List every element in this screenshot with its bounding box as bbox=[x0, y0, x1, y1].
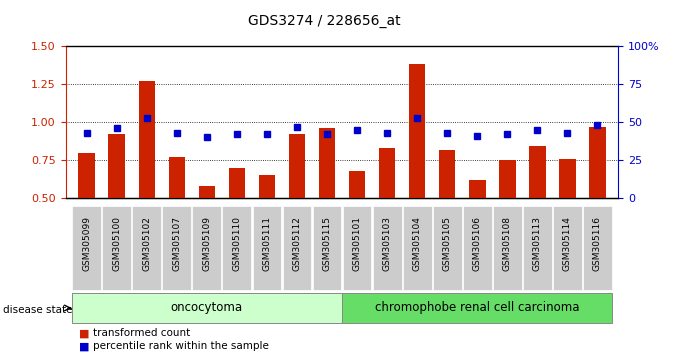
FancyBboxPatch shape bbox=[73, 206, 101, 290]
FancyBboxPatch shape bbox=[223, 206, 252, 290]
Text: oncocytoma: oncocytoma bbox=[171, 302, 243, 314]
FancyBboxPatch shape bbox=[72, 293, 342, 322]
Text: GSM305105: GSM305105 bbox=[443, 216, 452, 271]
Text: GSM305101: GSM305101 bbox=[352, 216, 361, 271]
FancyBboxPatch shape bbox=[433, 206, 462, 290]
Text: GSM305116: GSM305116 bbox=[593, 216, 602, 271]
FancyBboxPatch shape bbox=[102, 206, 131, 290]
FancyBboxPatch shape bbox=[252, 206, 281, 290]
FancyBboxPatch shape bbox=[133, 206, 161, 290]
Text: chromophobe renal cell carcinoma: chromophobe renal cell carcinoma bbox=[375, 302, 580, 314]
Text: GDS3274 / 228656_at: GDS3274 / 228656_at bbox=[249, 14, 401, 28]
Bar bbox=[258, 176, 275, 198]
FancyBboxPatch shape bbox=[583, 206, 612, 290]
Text: GSM305110: GSM305110 bbox=[232, 216, 241, 271]
Bar bbox=[589, 127, 606, 198]
Bar bbox=[78, 153, 95, 198]
Bar bbox=[169, 157, 185, 198]
FancyBboxPatch shape bbox=[343, 206, 372, 290]
Text: disease state: disease state bbox=[3, 305, 73, 315]
Text: GSM305100: GSM305100 bbox=[112, 216, 121, 271]
Bar bbox=[379, 148, 395, 198]
Bar bbox=[198, 186, 215, 198]
Text: ■: ■ bbox=[79, 341, 90, 351]
Text: GSM305107: GSM305107 bbox=[172, 216, 181, 271]
Text: GSM305099: GSM305099 bbox=[82, 216, 91, 271]
FancyBboxPatch shape bbox=[553, 206, 582, 290]
Text: transformed count: transformed count bbox=[93, 329, 191, 338]
Bar bbox=[469, 180, 486, 198]
Text: ■: ■ bbox=[79, 329, 90, 338]
Text: GSM305106: GSM305106 bbox=[473, 216, 482, 271]
FancyBboxPatch shape bbox=[342, 293, 612, 322]
Bar bbox=[289, 134, 305, 198]
Text: GSM305114: GSM305114 bbox=[563, 216, 572, 271]
FancyBboxPatch shape bbox=[372, 206, 401, 290]
Bar bbox=[138, 81, 155, 198]
Bar bbox=[229, 168, 245, 198]
Text: GSM305104: GSM305104 bbox=[413, 216, 422, 271]
FancyBboxPatch shape bbox=[463, 206, 492, 290]
FancyBboxPatch shape bbox=[523, 206, 551, 290]
Text: GSM305111: GSM305111 bbox=[263, 216, 272, 271]
Bar bbox=[499, 160, 515, 198]
Text: GSM305113: GSM305113 bbox=[533, 216, 542, 271]
FancyBboxPatch shape bbox=[283, 206, 312, 290]
FancyBboxPatch shape bbox=[192, 206, 221, 290]
Bar bbox=[559, 159, 576, 198]
Text: GSM305103: GSM305103 bbox=[383, 216, 392, 271]
Text: GSM305115: GSM305115 bbox=[323, 216, 332, 271]
Bar bbox=[529, 147, 546, 198]
FancyBboxPatch shape bbox=[162, 206, 191, 290]
Text: GSM305109: GSM305109 bbox=[202, 216, 211, 271]
Bar bbox=[409, 64, 426, 198]
Text: percentile rank within the sample: percentile rank within the sample bbox=[93, 341, 269, 351]
FancyBboxPatch shape bbox=[493, 206, 522, 290]
Bar bbox=[439, 149, 455, 198]
Text: GSM305108: GSM305108 bbox=[503, 216, 512, 271]
Bar bbox=[349, 171, 366, 198]
Bar bbox=[108, 134, 125, 198]
FancyBboxPatch shape bbox=[403, 206, 432, 290]
Text: GSM305112: GSM305112 bbox=[292, 216, 301, 271]
Text: GSM305102: GSM305102 bbox=[142, 216, 151, 271]
Bar bbox=[319, 128, 335, 198]
FancyBboxPatch shape bbox=[312, 206, 341, 290]
